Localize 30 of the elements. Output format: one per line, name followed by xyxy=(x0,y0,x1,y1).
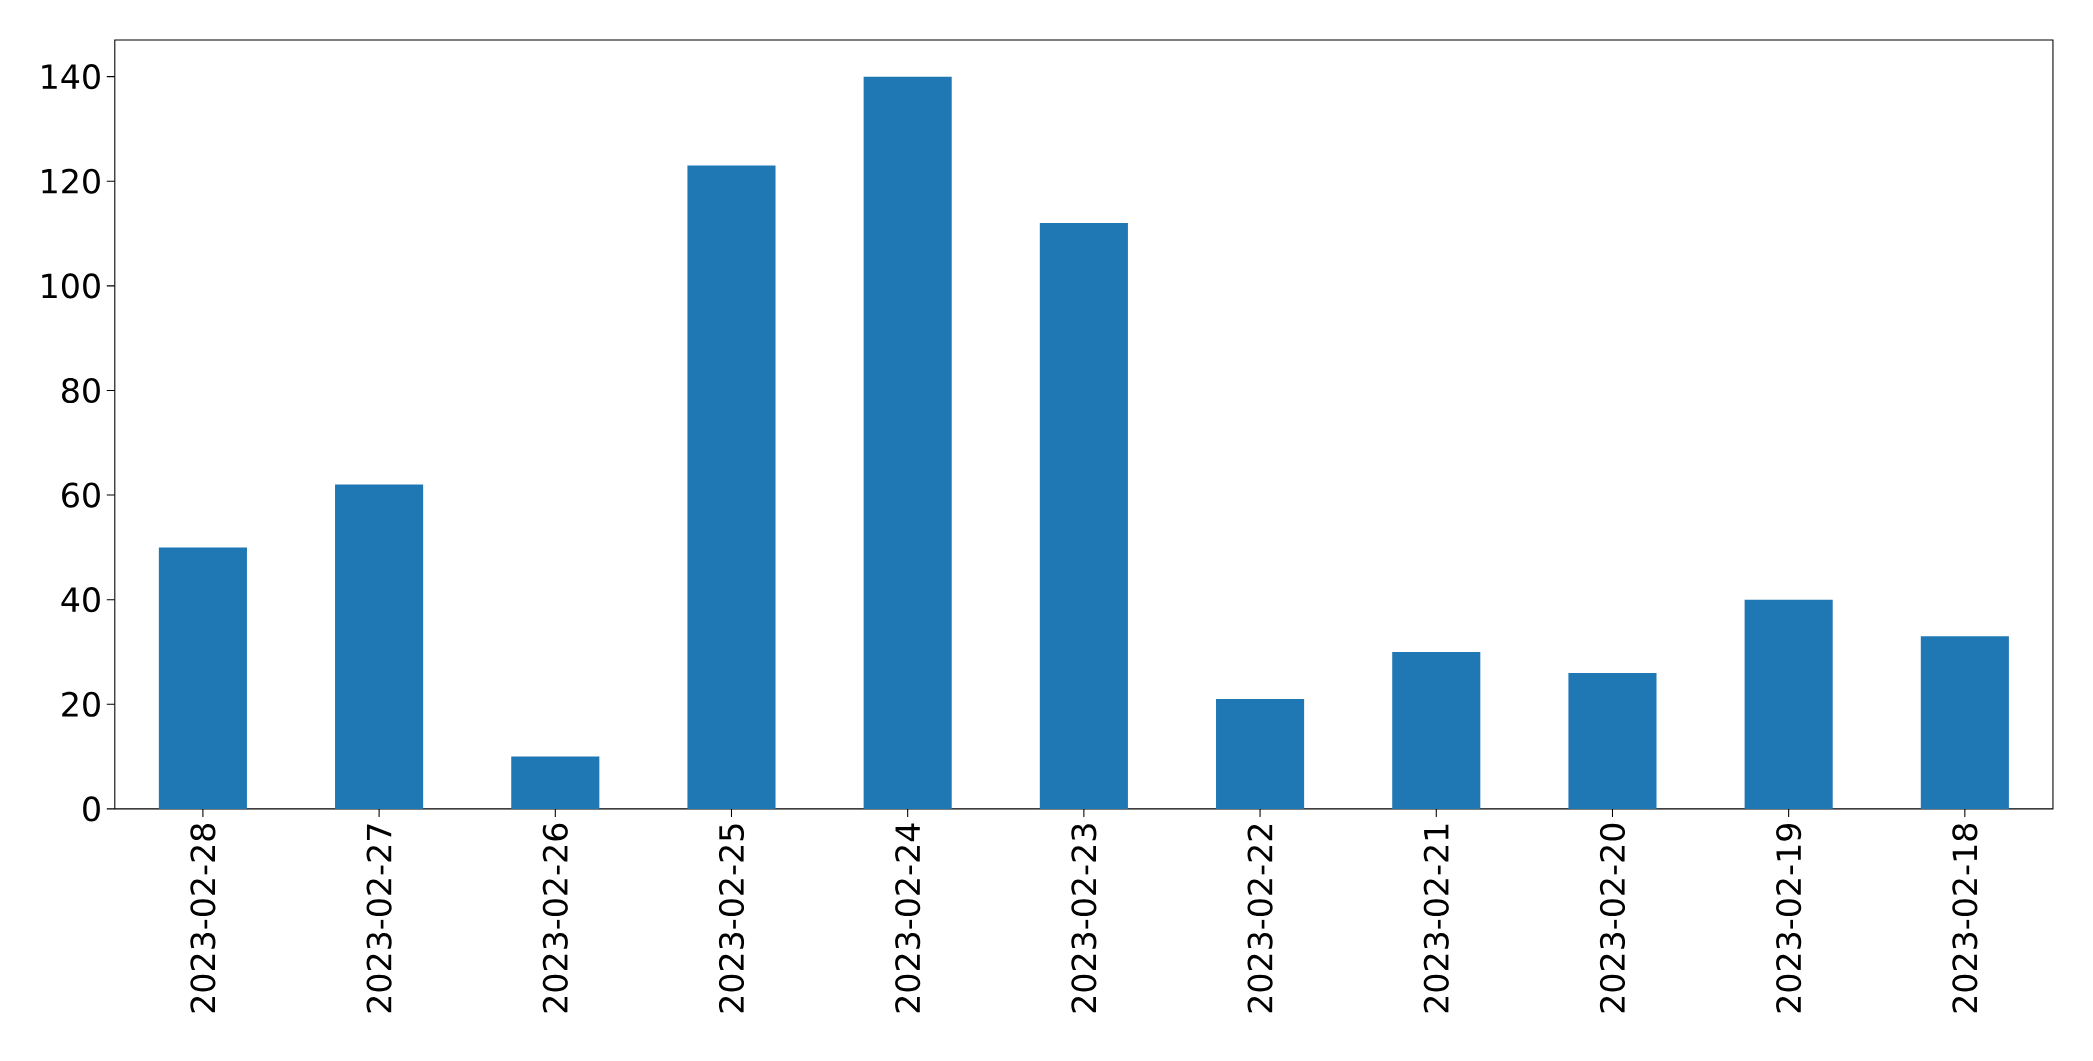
bar xyxy=(1744,599,1833,809)
bar xyxy=(1392,651,1481,809)
x-tick-label: 2023-02-19 xyxy=(1776,823,1802,1013)
bar xyxy=(1568,672,1657,809)
y-tick-label: 100 xyxy=(42,273,100,299)
x-tick-label: 2023-02-28 xyxy=(190,823,216,1013)
x-tick-label: 2023-02-23 xyxy=(1071,824,1097,1013)
y-tick-label: 20 xyxy=(62,691,100,717)
y-tick-label: 140 xyxy=(42,64,100,90)
y-tick-label: 60 xyxy=(62,482,100,508)
bar xyxy=(335,484,424,809)
bar xyxy=(1216,698,1305,809)
x-tick-label: 2023-02-25 xyxy=(718,824,745,1013)
x-tick-label: 2023-02-20 xyxy=(1599,823,1626,1013)
y-tick-label: 40 xyxy=(61,587,100,613)
bar xyxy=(1920,636,2009,809)
x-tick-label: 2023-02-27 xyxy=(366,824,392,1013)
bar xyxy=(687,165,776,809)
y-tick-label: 120 xyxy=(42,168,100,194)
x-tick-label: 2023-02-21 xyxy=(1423,824,1449,1013)
y-tick-label: 0 xyxy=(83,796,100,822)
x-tick-label: 2023-02-22 xyxy=(1247,824,1273,1013)
bar xyxy=(1039,223,1128,809)
x-tick-label: 2023-02-26 xyxy=(542,823,568,1013)
bar xyxy=(511,756,600,809)
y-tick-label: 80 xyxy=(62,377,100,403)
x-tick-label: 2023-02-18 xyxy=(1952,823,1978,1013)
bar xyxy=(158,547,247,809)
bar xyxy=(863,76,952,809)
x-tick-label: 2023-02-24 xyxy=(895,823,921,1013)
